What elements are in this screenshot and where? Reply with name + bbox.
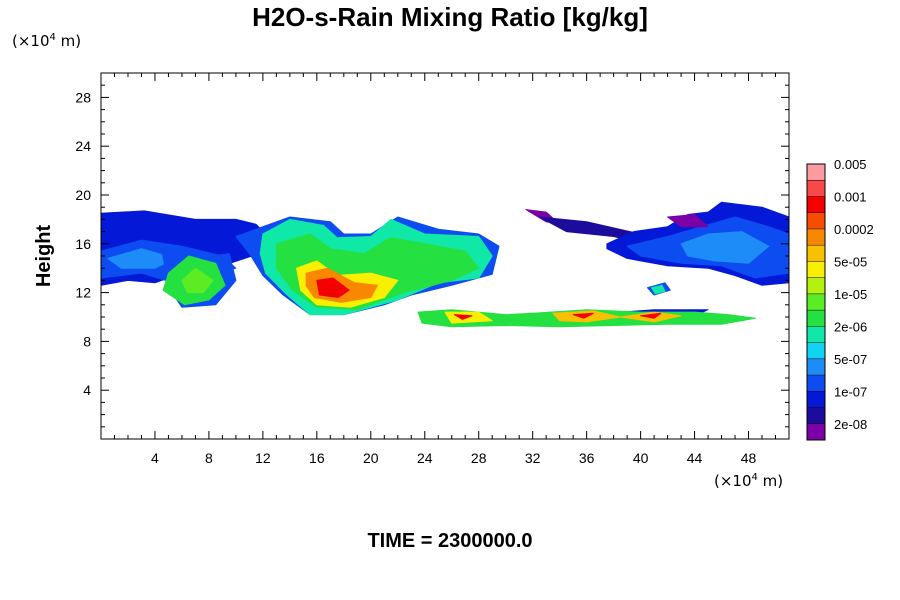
colorbar-frame	[806, 163, 826, 441]
y-tick-label: 20	[75, 187, 91, 203]
colorbar-swatch	[807, 326, 825, 343]
contour-region	[572, 312, 594, 319]
x-axis-unit: (×104 m)	[714, 472, 784, 490]
colorbar-label: 2e-08	[834, 417, 867, 432]
contour-region	[650, 284, 666, 295]
colorbar-swatch	[807, 277, 825, 294]
colorbar-label: 0.0002	[834, 222, 874, 237]
contour-region	[181, 267, 214, 294]
colorbar-swatch	[807, 310, 825, 327]
x-tick-label: 28	[471, 450, 487, 466]
colorbar-swatch	[807, 375, 825, 392]
colorbar-swatch	[807, 180, 825, 197]
x-axis: 4 8 12 16 20 24 28 32 36 40 44 48	[113, 73, 777, 466]
colorbar-swatch	[807, 423, 825, 440]
colorbar-label: 2e-06	[834, 319, 867, 334]
colorbar-swatch	[807, 196, 825, 213]
y-axis-unit: (×104 m)	[12, 32, 82, 50]
time-label: TIME = 2300000.0	[367, 530, 533, 552]
contour-region	[680, 231, 770, 264]
y-axis-label: Height	[33, 225, 55, 288]
colorbar-swatch	[807, 164, 825, 181]
colorbar-label: 5e-05	[834, 254, 867, 269]
x-tick-label: 8	[205, 450, 213, 466]
colorbar-swatch	[807, 293, 825, 311]
colorbar-label: 1e-05	[834, 287, 867, 302]
y-tick-label: 12	[75, 285, 91, 301]
contour-region	[640, 312, 662, 319]
colorbar-label: 0.005	[834, 157, 867, 172]
x-tick-label: 16	[309, 450, 325, 466]
x-tick-label: 32	[525, 450, 541, 466]
y-axis: 4 8 12 16 20 24 28	[75, 84, 789, 428]
contour-region	[453, 314, 473, 320]
x-tick-label: 36	[579, 450, 595, 466]
y-tick-label: 16	[75, 236, 91, 252]
x-tick-label: 24	[417, 450, 433, 466]
y-tick-label: 4	[83, 382, 91, 398]
colorbar-label: 5e-07	[834, 352, 867, 367]
y-tick-label: 8	[83, 333, 91, 349]
plot-area	[100, 201, 790, 328]
x-tick-label: 44	[687, 450, 703, 466]
colorbar-swatch	[807, 358, 825, 376]
y-tick-label: 24	[75, 138, 91, 154]
x-tick-label: 48	[741, 450, 757, 466]
colorbar: 2e-08 1e-07 5e-07 2e-06 1e-05 5e-05 0.0002 0.00…	[806, 157, 874, 441]
contour-region	[667, 214, 709, 228]
colorbar-label: 1e-07	[834, 384, 867, 399]
chart-title: H2O-s-Rain Mixing Ratio [kg/kg]	[252, 2, 648, 32]
colorbar-swatch	[807, 391, 825, 408]
colorbar-swatch	[807, 407, 825, 424]
x-tick-label: 20	[363, 450, 379, 466]
x-tick-label: 40	[633, 450, 649, 466]
y-tick-label: 28	[75, 89, 91, 105]
colorbar-swatch	[807, 261, 825, 278]
colorbar-swatch	[807, 245, 825, 262]
x-tick-label: 4	[151, 450, 159, 466]
colorbar-swatch	[807, 342, 825, 359]
contour-region	[316, 277, 350, 298]
colorbar-swatch	[807, 228, 825, 246]
colorbar-swatch	[807, 212, 825, 229]
colorbar-label: 0.001	[834, 189, 867, 204]
x-tick-label: 12	[255, 450, 271, 466]
